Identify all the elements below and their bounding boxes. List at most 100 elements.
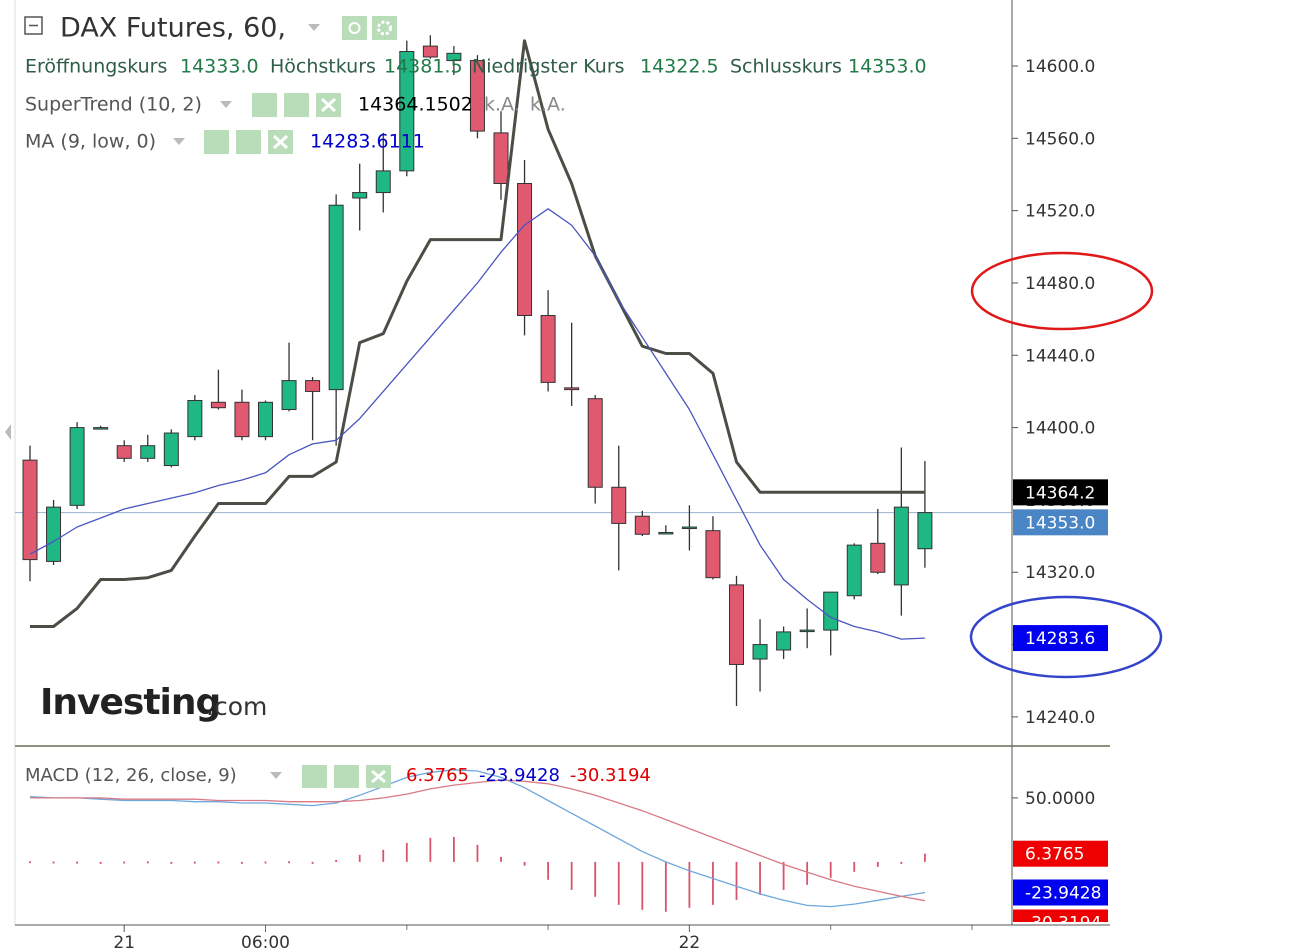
candle-body	[22, 459, 38, 561]
candle-body	[917, 512, 933, 550]
candle-body	[446, 52, 462, 62]
dropdown-caret[interactable]	[173, 138, 185, 145]
histogram-bar	[759, 861, 761, 895]
price-tag	[1013, 909, 1108, 922]
indicator-name: MA (9, low, 0)	[25, 131, 156, 153]
highlight-ellipse	[969, 595, 1163, 679]
macd-line	[30, 779, 926, 902]
indicator-name: SuperTrend (10, 2)	[25, 94, 202, 116]
price-tag-label: 14283.6	[1025, 629, 1095, 649]
histogram-bar	[900, 861, 903, 864]
eye-button[interactable]	[252, 93, 277, 117]
indicator-icons	[204, 130, 293, 154]
eye-button[interactable]	[342, 16, 367, 40]
indicator-value: k.A.	[530, 94, 566, 116]
remove-icon	[371, 769, 386, 784]
x-tick-label: 21	[113, 933, 135, 952]
histogram-bar	[664, 861, 667, 912]
remove-icon	[320, 97, 337, 113]
histogram-bar	[829, 861, 832, 878]
histogram-bar	[382, 849, 385, 862]
price-tag	[1013, 625, 1108, 652]
eye-button[interactable]	[302, 765, 327, 788]
eye-button[interactable]	[204, 130, 229, 154]
y-tick-label: 14480.0	[1025, 274, 1095, 294]
price-panel	[15, 35, 1012, 707]
histogram-bar	[264, 861, 267, 864]
candle-body	[234, 401, 250, 438]
macd-value: -30.3194	[570, 765, 651, 786]
price-tag	[1013, 509, 1108, 536]
collapse-button[interactable]	[24, 16, 43, 35]
candle-body	[634, 515, 650, 535]
macd-value: 6.3765	[406, 765, 469, 786]
settings-button[interactable]	[372, 16, 397, 40]
candle-body	[140, 445, 156, 459]
histogram-bar	[288, 861, 290, 864]
y-tick-label: 50.0000	[1025, 789, 1095, 809]
candle-body	[752, 644, 768, 660]
dropdown-caret[interactable]	[270, 772, 282, 779]
price-tag-label: -30.3194	[1025, 914, 1101, 934]
histogram-bar	[688, 861, 691, 908]
macd-tags: 6.3765 -23.9428 -30.3194	[1013, 840, 1108, 934]
candle-body	[69, 427, 85, 506]
settings-button[interactable]	[334, 765, 359, 788]
macd-panel	[29, 769, 926, 912]
candle-body	[776, 631, 792, 651]
candle-body	[658, 531, 674, 535]
eye-icon	[348, 22, 361, 34]
histogram-bar	[52, 861, 55, 864]
histogram-bar	[500, 856, 502, 862]
candle-body	[611, 486, 627, 524]
x-tick-label: 22	[679, 933, 701, 952]
ohlc-value: 14322.5	[640, 56, 719, 78]
price-tag-label: -23.9428	[1025, 884, 1101, 904]
settings-button[interactable]	[236, 130, 261, 154]
histogram-bar	[146, 861, 149, 864]
candle-body	[375, 170, 391, 194]
y-tick-label: 14240.0	[1025, 708, 1095, 728]
ohlc-value: 14353.0	[848, 56, 927, 78]
candle-body	[493, 132, 509, 185]
dropdown-caret[interactable]	[308, 24, 320, 31]
y-tick-label: 14600.0	[1025, 57, 1095, 77]
candle-body	[540, 315, 556, 383]
y-tick-label: 14440.0	[1025, 346, 1095, 366]
candle-body	[46, 506, 62, 562]
histogram-bar	[29, 861, 31, 864]
ohlc-value: 14333.0	[180, 56, 259, 78]
watermark-suffix: .com	[206, 692, 267, 721]
candle-body	[328, 204, 344, 391]
histogram-bar	[735, 861, 738, 900]
settings-button[interactable]	[284, 93, 309, 117]
axes: 14240.014280.014320.014360.014400.014440…	[113, 57, 1108, 952]
histogram-bar	[335, 859, 338, 862]
price-tag	[1013, 479, 1108, 506]
histogram-bar	[617, 861, 620, 905]
ohlc-value: 14381.5	[384, 56, 463, 78]
candle-body	[564, 387, 580, 391]
histogram-bar	[123, 861, 126, 864]
title-icons	[342, 16, 397, 40]
histogram-bar	[429, 837, 432, 862]
collapse-arrow[interactable]	[5, 424, 11, 440]
macd-values: 6.3765 -23.9428 -30.3194	[406, 765, 651, 786]
histogram-bar	[547, 861, 549, 880]
histogram-bar	[476, 844, 479, 862]
histogram-bar	[876, 861, 879, 867]
candle-body	[352, 192, 368, 199]
price-tag-label: 6.3765	[1025, 845, 1084, 865]
candle-body	[705, 530, 721, 579]
gear-icon	[377, 20, 392, 36]
chart-title: DAX Futures, 60,	[60, 13, 286, 44]
histogram-bar	[99, 861, 102, 864]
candle-body	[258, 401, 273, 438]
indicator-value: k.A.	[484, 94, 520, 116]
candle-body	[799, 629, 815, 633]
indicator-value: 14283.6111	[310, 131, 425, 153]
dropdown-caret[interactable]	[220, 101, 232, 108]
histogram-bar	[170, 861, 173, 864]
price-tag	[1013, 879, 1108, 906]
histogram-bar	[924, 853, 926, 862]
